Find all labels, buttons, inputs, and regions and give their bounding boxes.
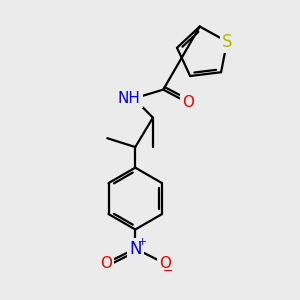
Text: +: + — [138, 237, 147, 247]
Text: O: O — [100, 256, 112, 271]
Text: O: O — [159, 256, 171, 271]
Text: −: − — [162, 265, 173, 278]
Text: N: N — [129, 240, 142, 258]
Text: O: O — [182, 95, 194, 110]
Text: S: S — [222, 33, 232, 51]
Text: NH: NH — [118, 91, 141, 106]
